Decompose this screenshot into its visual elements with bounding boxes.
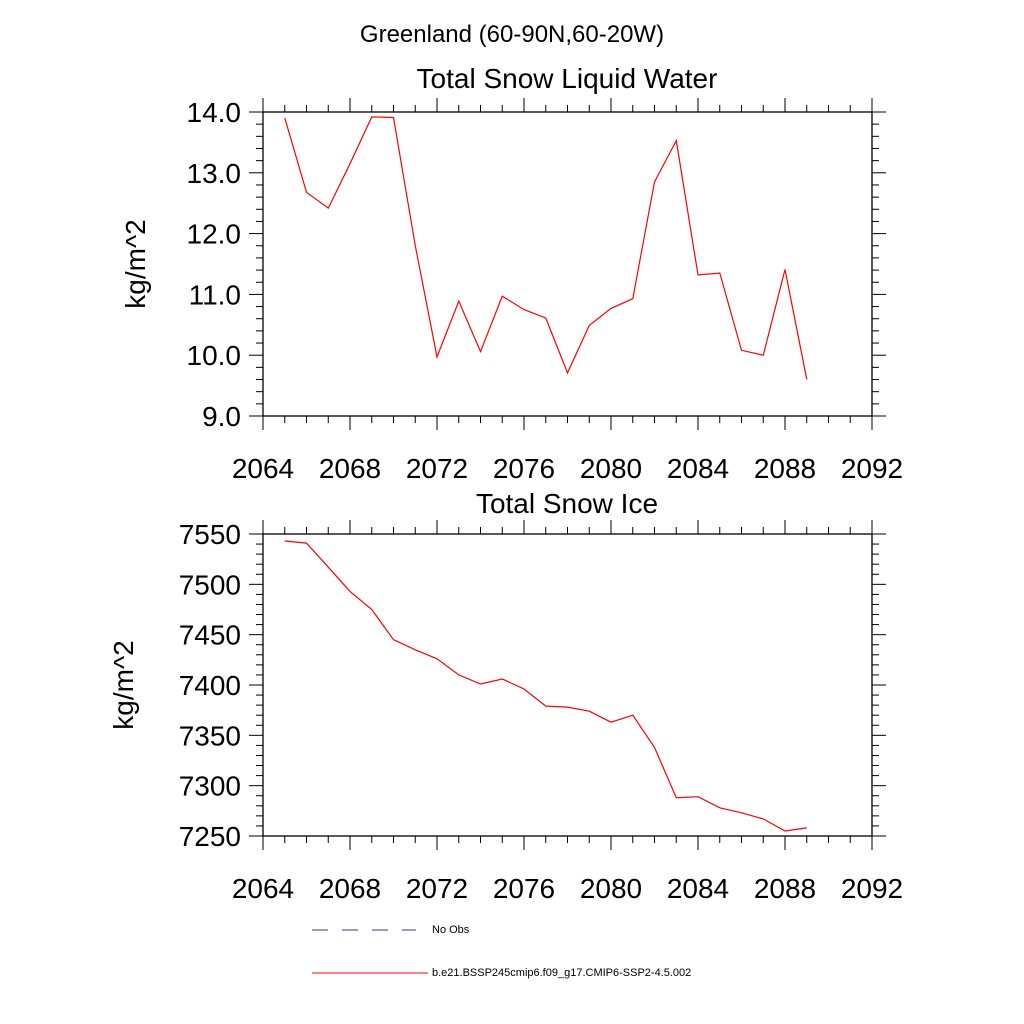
legend: No Obs b.e21.BSSP245cmip6.f09_g17.CMIP6-…: [312, 924, 691, 979]
panel-1-ticks: [249, 98, 886, 430]
legend-model-label: b.e21.BSSP245cmip6.f09_g17.CMIP6-SSP2-4.…: [432, 967, 691, 979]
panel-2-plot-frame: [262, 533, 873, 837]
panel-1-title: Total Snow Liquid Water: [417, 63, 718, 94]
x-tick-label: 2068: [319, 453, 381, 484]
y-tick-label: 11.0: [189, 279, 241, 310]
x-tick-label: 2064: [232, 873, 294, 904]
y-tick-label: 7500: [179, 569, 241, 600]
x-tick-label: 2080: [580, 453, 642, 484]
y-tick-label: 9.0: [202, 401, 241, 432]
panel-2-ylabel: kg/m^2: [108, 640, 139, 729]
x-tick-label: 2076: [493, 453, 555, 484]
y-tick-label: 7300: [179, 771, 241, 802]
x-tick-label: 2084: [667, 873, 729, 904]
y-tick-label: 12.0: [187, 219, 242, 250]
figure-title: Greenland (60-90N,60-20W): [360, 21, 664, 48]
panel-2-y-tick-labels: 7250 7300 7350 7400 7450 7500 7550: [179, 519, 241, 852]
x-tick-label: 2092: [841, 453, 903, 484]
y-tick-label: 14.0: [187, 97, 242, 128]
y-tick-label: 7350: [179, 720, 241, 751]
legend-no-obs-label: No Obs: [432, 924, 470, 936]
y-tick-label: 7250: [179, 821, 241, 852]
x-tick-label: 2072: [406, 873, 468, 904]
panel-2-ticks: [249, 520, 886, 850]
panel-1-x-tick-labels: 2064 2068 2072 2076 2080 2084 2088 2092: [232, 453, 903, 484]
panel-1-y-tick-labels: 9.0 10.0 11.0 12.0 13.0 14.0: [187, 97, 242, 432]
y-tick-label: 13.0: [187, 158, 242, 189]
panel-2-series-group: [284, 540, 807, 832]
panel-total-snow-ice: Total Snow Ice kg/m^2 2064 2068 2072 2076 20…: [108, 488, 903, 904]
series-line-0: [284, 540, 807, 832]
x-tick-label: 2084: [667, 453, 729, 484]
y-tick-label: 7400: [179, 670, 241, 701]
y-tick-label: 7550: [179, 519, 241, 550]
panel-2-title: Total Snow Ice: [476, 488, 658, 519]
x-tick-label: 2080: [580, 873, 642, 904]
x-tick-label: 2088: [754, 453, 816, 484]
x-tick-label: 2064: [232, 453, 294, 484]
y-tick-label: 7450: [179, 620, 241, 651]
x-tick-label: 2072: [406, 453, 468, 484]
panel-1-series-group: [284, 116, 808, 380]
x-tick-label: 2092: [841, 873, 903, 904]
panel-total-snow-liquid-water: Total Snow Liquid Water kg/m^2 2064 2068 2…: [120, 63, 903, 484]
panel-2-x-tick-labels: 2064 2068 2072 2076 2080 2084 2088 2092: [232, 873, 903, 904]
series-line-0: [284, 116, 808, 380]
x-tick-label: 2076: [493, 873, 555, 904]
y-tick-label: 10.0: [187, 340, 242, 371]
x-tick-label: 2088: [754, 873, 816, 904]
panel-1-plot-frame: [262, 111, 873, 417]
panel-1-ylabel: kg/m^2: [120, 219, 151, 308]
x-tick-label: 2068: [319, 873, 381, 904]
